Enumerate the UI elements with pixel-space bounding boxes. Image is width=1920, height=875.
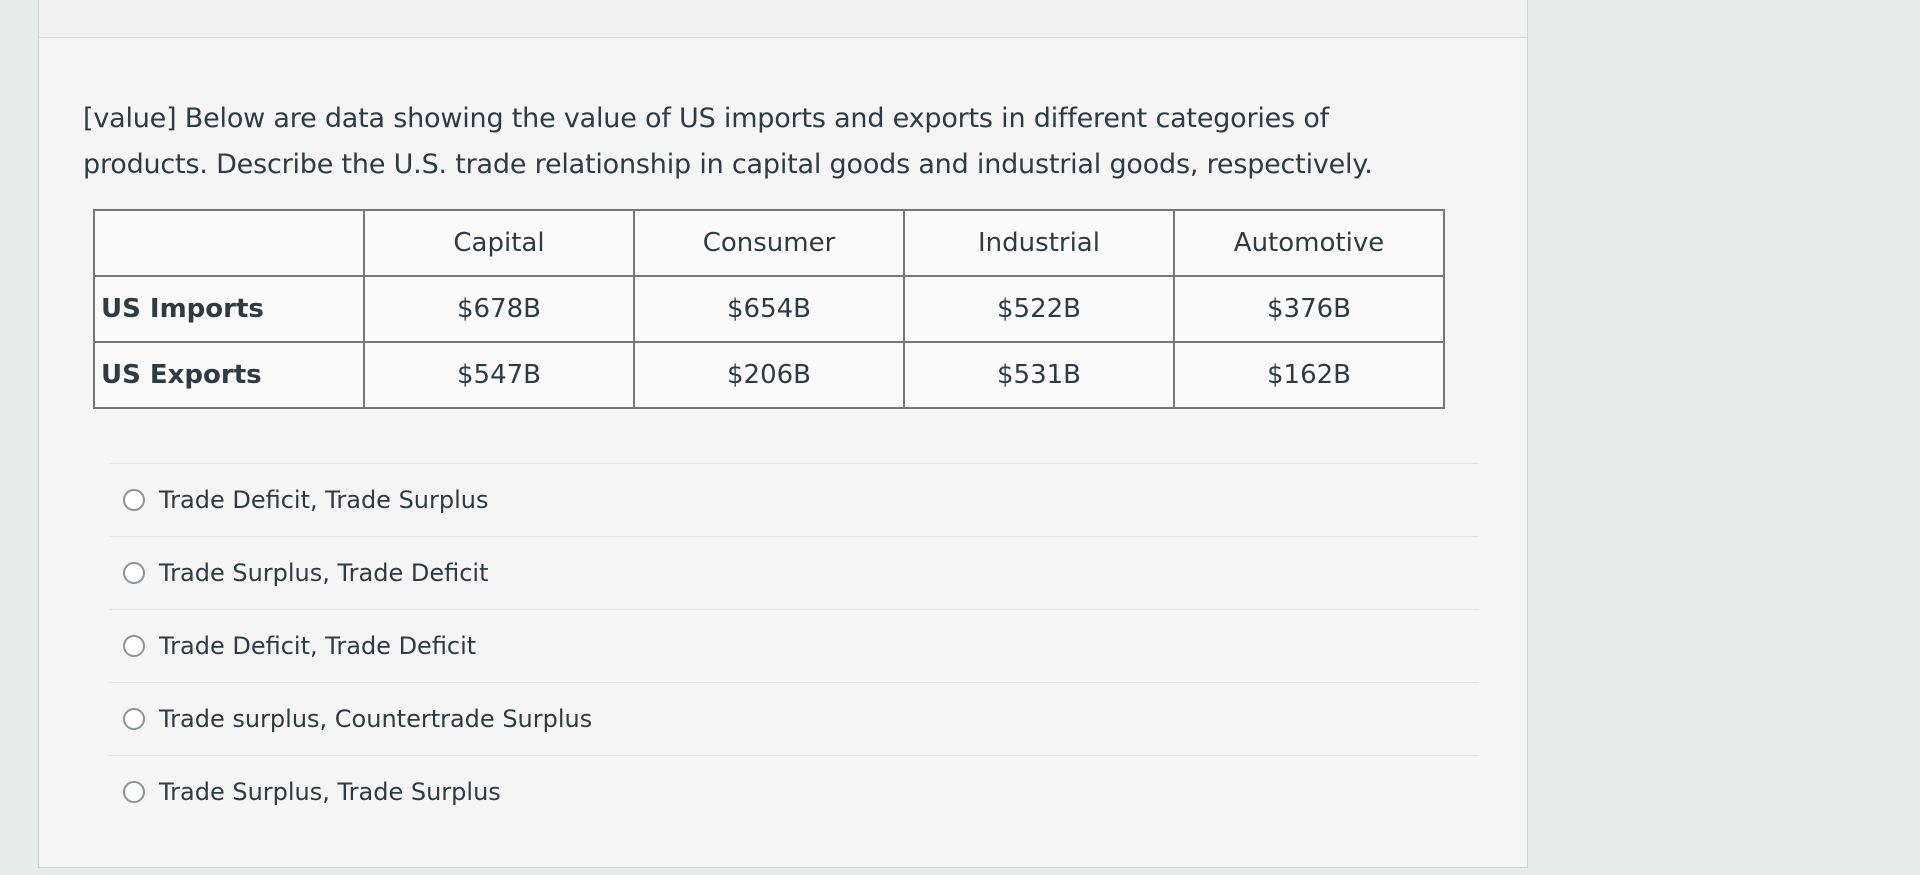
answer-option[interactable]: Trade surplus, Countertrade Surplus [109, 682, 1479, 755]
cell: $531B [903, 341, 1175, 409]
cell: $376B [1173, 275, 1445, 343]
radio-button[interactable] [123, 562, 145, 584]
question-text: [value] Below are data showing the value… [83, 103, 1329, 134]
row-header: US Exports [93, 341, 365, 409]
cell: $654B [633, 275, 905, 343]
cell: $162B [1173, 341, 1445, 409]
header-cell: Automotive [1173, 209, 1445, 277]
option-text: Trade Deficit, Trade Deficit [159, 632, 477, 660]
option-text: Trade Surplus, Trade Surplus [159, 778, 501, 806]
radio-button[interactable] [123, 635, 145, 657]
question-panel: [value] Below are data showing the value… [38, 0, 1528, 868]
cell: $206B [633, 341, 905, 409]
answer-option[interactable]: Trade Surplus, Trade Surplus [109, 755, 1479, 828]
header-cell: Consumer [633, 209, 905, 277]
header-cell: Capital [363, 209, 635, 277]
radio-button[interactable] [123, 708, 145, 730]
answer-option[interactable]: Trade Deficit, Trade Deficit [109, 609, 1479, 682]
cell: $522B [903, 275, 1175, 343]
cell: $547B [363, 341, 635, 409]
table-row: US Exports $547B $206B $531B $162B [93, 341, 1445, 409]
header-row: Capital Consumer Industrial Automotive [93, 209, 1445, 277]
row-header: US Imports [93, 275, 365, 343]
question-header [39, 0, 1527, 38]
data-table: Capital Consumer Industrial Automotive U… [93, 209, 1445, 409]
radio-button[interactable] [123, 489, 145, 511]
table-row: US Imports $678B $654B $522B $376B [93, 275, 1445, 343]
question-text: products. Describe the U.S. trade relati… [83, 149, 1373, 180]
header-cell: Industrial [903, 209, 1175, 277]
option-text: Trade surplus, Countertrade Surplus [159, 705, 593, 733]
cell: $678B [363, 275, 635, 343]
answer-option[interactable]: Trade Surplus, Trade Deficit [109, 536, 1479, 609]
answer-option[interactable]: Trade Deficit, Trade Surplus [109, 463, 1479, 536]
option-text: Trade Surplus, Trade Deficit [159, 559, 489, 587]
radio-button[interactable] [123, 781, 145, 803]
option-text: Trade Deficit, Trade Surplus [159, 486, 489, 514]
header-cell [93, 209, 365, 277]
